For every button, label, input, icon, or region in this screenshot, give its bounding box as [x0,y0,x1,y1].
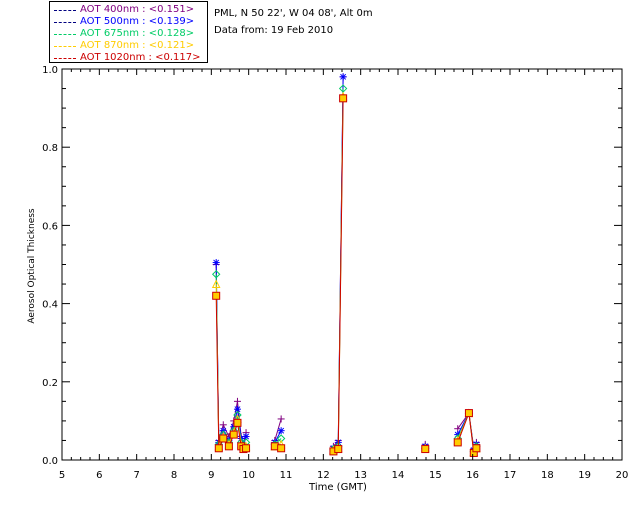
data-point-square [242,444,251,453]
legend-label-870nm-left: AOT 870nm : [80,40,149,51]
legend-label-870nm-right: <0.121> [148,40,195,51]
x-tick-label: 13 [354,470,367,481]
x-tick-label: 18 [541,470,554,481]
series-line [333,76,344,449]
data-point-diamond [276,434,286,443]
x-tick-label: 20 [616,470,629,481]
series-line [215,295,247,450]
y-tick-label: 0.4 [42,300,58,311]
data-point-square [229,430,238,439]
series-line [215,284,247,450]
data-point-square [464,409,473,418]
series-aot-1020nm [212,94,481,457]
x-axis-label: Time (GMT) [308,482,367,493]
data-point-plus [454,425,462,433]
legend: AOT 400nm : <0.151> AOT 500nm : <0.139> … [49,1,208,63]
ticks-layer: 5 6 7 8 9 10 11 12 13 14 15 16 17 18 19 20 0.0 0.2 0.4 0.6 0… [42,65,628,481]
x-tick-label: 7 [133,470,139,481]
data-point-asterisk [212,259,220,267]
series-line [215,262,247,449]
data-point-square [277,444,286,453]
legend-item-1020nm: AOT 1020nm : <0.117> [54,52,200,64]
data-point-asterisk-d2 [243,433,250,440]
legend-item-675nm: AOT 675nm : <0.128> [54,28,194,40]
data-point-diamond [211,270,221,279]
data-point-plus [219,421,227,429]
y-tick-label: 0.6 [42,221,58,232]
legend-line-icon [54,9,76,11]
legend-label-675nm-right: <0.128> [148,28,195,39]
legend-line-icon [54,33,76,35]
data-point-square [339,94,348,103]
series-aot-400nm [212,73,480,452]
series-aot-675nm [211,84,481,456]
y-tick-label: 0.0 [42,456,58,467]
legend-label-675nm-left: AOT 675nm : [80,28,149,39]
legend-line-icon [54,21,76,23]
x-tick-label: 19 [578,470,591,481]
series-line [333,76,344,447]
x-tick-label: 15 [429,470,442,481]
data-point-square [224,442,233,451]
data-point-square [233,418,242,427]
legend-item-400nm: AOT 400nm : <0.151> [54,4,194,16]
x-tick-label: 11 [280,470,293,481]
data-point-asterisk-d2 [213,259,220,266]
data-point-asterisk-d2 [278,427,285,434]
series-line [274,430,282,443]
series-line [274,418,282,441]
legend-label-500nm-left: AOT 500nm : [80,16,149,27]
data-point-asterisk [339,73,347,81]
date-info: Data from: 19 Feb 2010 [214,25,334,36]
x-tick-label: 10 [242,470,255,481]
x-tick-label: 8 [171,470,177,481]
data-point-asterisk-d2 [340,73,347,80]
series-line [333,88,344,450]
x-tick-label: 14 [392,470,405,481]
x-tick-label: 9 [208,470,214,481]
data-point-asterisk-d2 [234,406,241,413]
data-point-plus [233,397,241,405]
legend-line-icon [54,57,76,59]
legend-label-1020nm-left: AOT 1020nm : [80,52,156,63]
data-point-square [472,444,481,453]
y-axis-label: Aerosol Optical Thickness [27,208,37,324]
data-point-asterisk [277,427,285,435]
x-tick-label: 17 [504,470,517,481]
x-tick-label: 16 [466,470,479,481]
x-tick-label: 12 [317,470,330,481]
legend-label-400nm-right: <0.151> [148,4,195,15]
series-aot-500nm [212,73,480,454]
legend-line-icon [54,45,76,47]
series-aot-870nm [211,91,481,457]
legend-label-500nm-right: <0.139> [148,16,195,27]
series-layer [211,73,481,457]
series-line [215,264,247,445]
data-point-square [212,291,221,300]
legend-item-500nm: AOT 500nm : <0.139> [54,16,194,28]
data-point-square [453,438,462,447]
y-tick-label: 1.0 [42,65,58,76]
data-point-square [219,434,228,443]
data-point-square [214,444,223,453]
legend-label-1020nm-right: <0.117> [155,52,201,63]
data-point-triangle [211,279,221,289]
legend-item-870nm: AOT 870nm : <0.121> [54,40,194,52]
series-line [215,274,247,450]
data-point-plus [277,415,285,423]
x-tick-label: 5 [59,470,65,481]
station-info: PML, N 50 22', W 04 08', Alt 0m [214,8,373,19]
data-point-diamond [233,410,242,420]
data-point-square [421,445,430,454]
x-tick-label: 6 [96,470,102,481]
data-point-square [334,445,343,454]
y-tick-label: 0.8 [42,143,58,154]
legend-label-400nm-left: AOT 400nm : [80,4,149,15]
y-tick-label: 0.2 [42,378,58,389]
